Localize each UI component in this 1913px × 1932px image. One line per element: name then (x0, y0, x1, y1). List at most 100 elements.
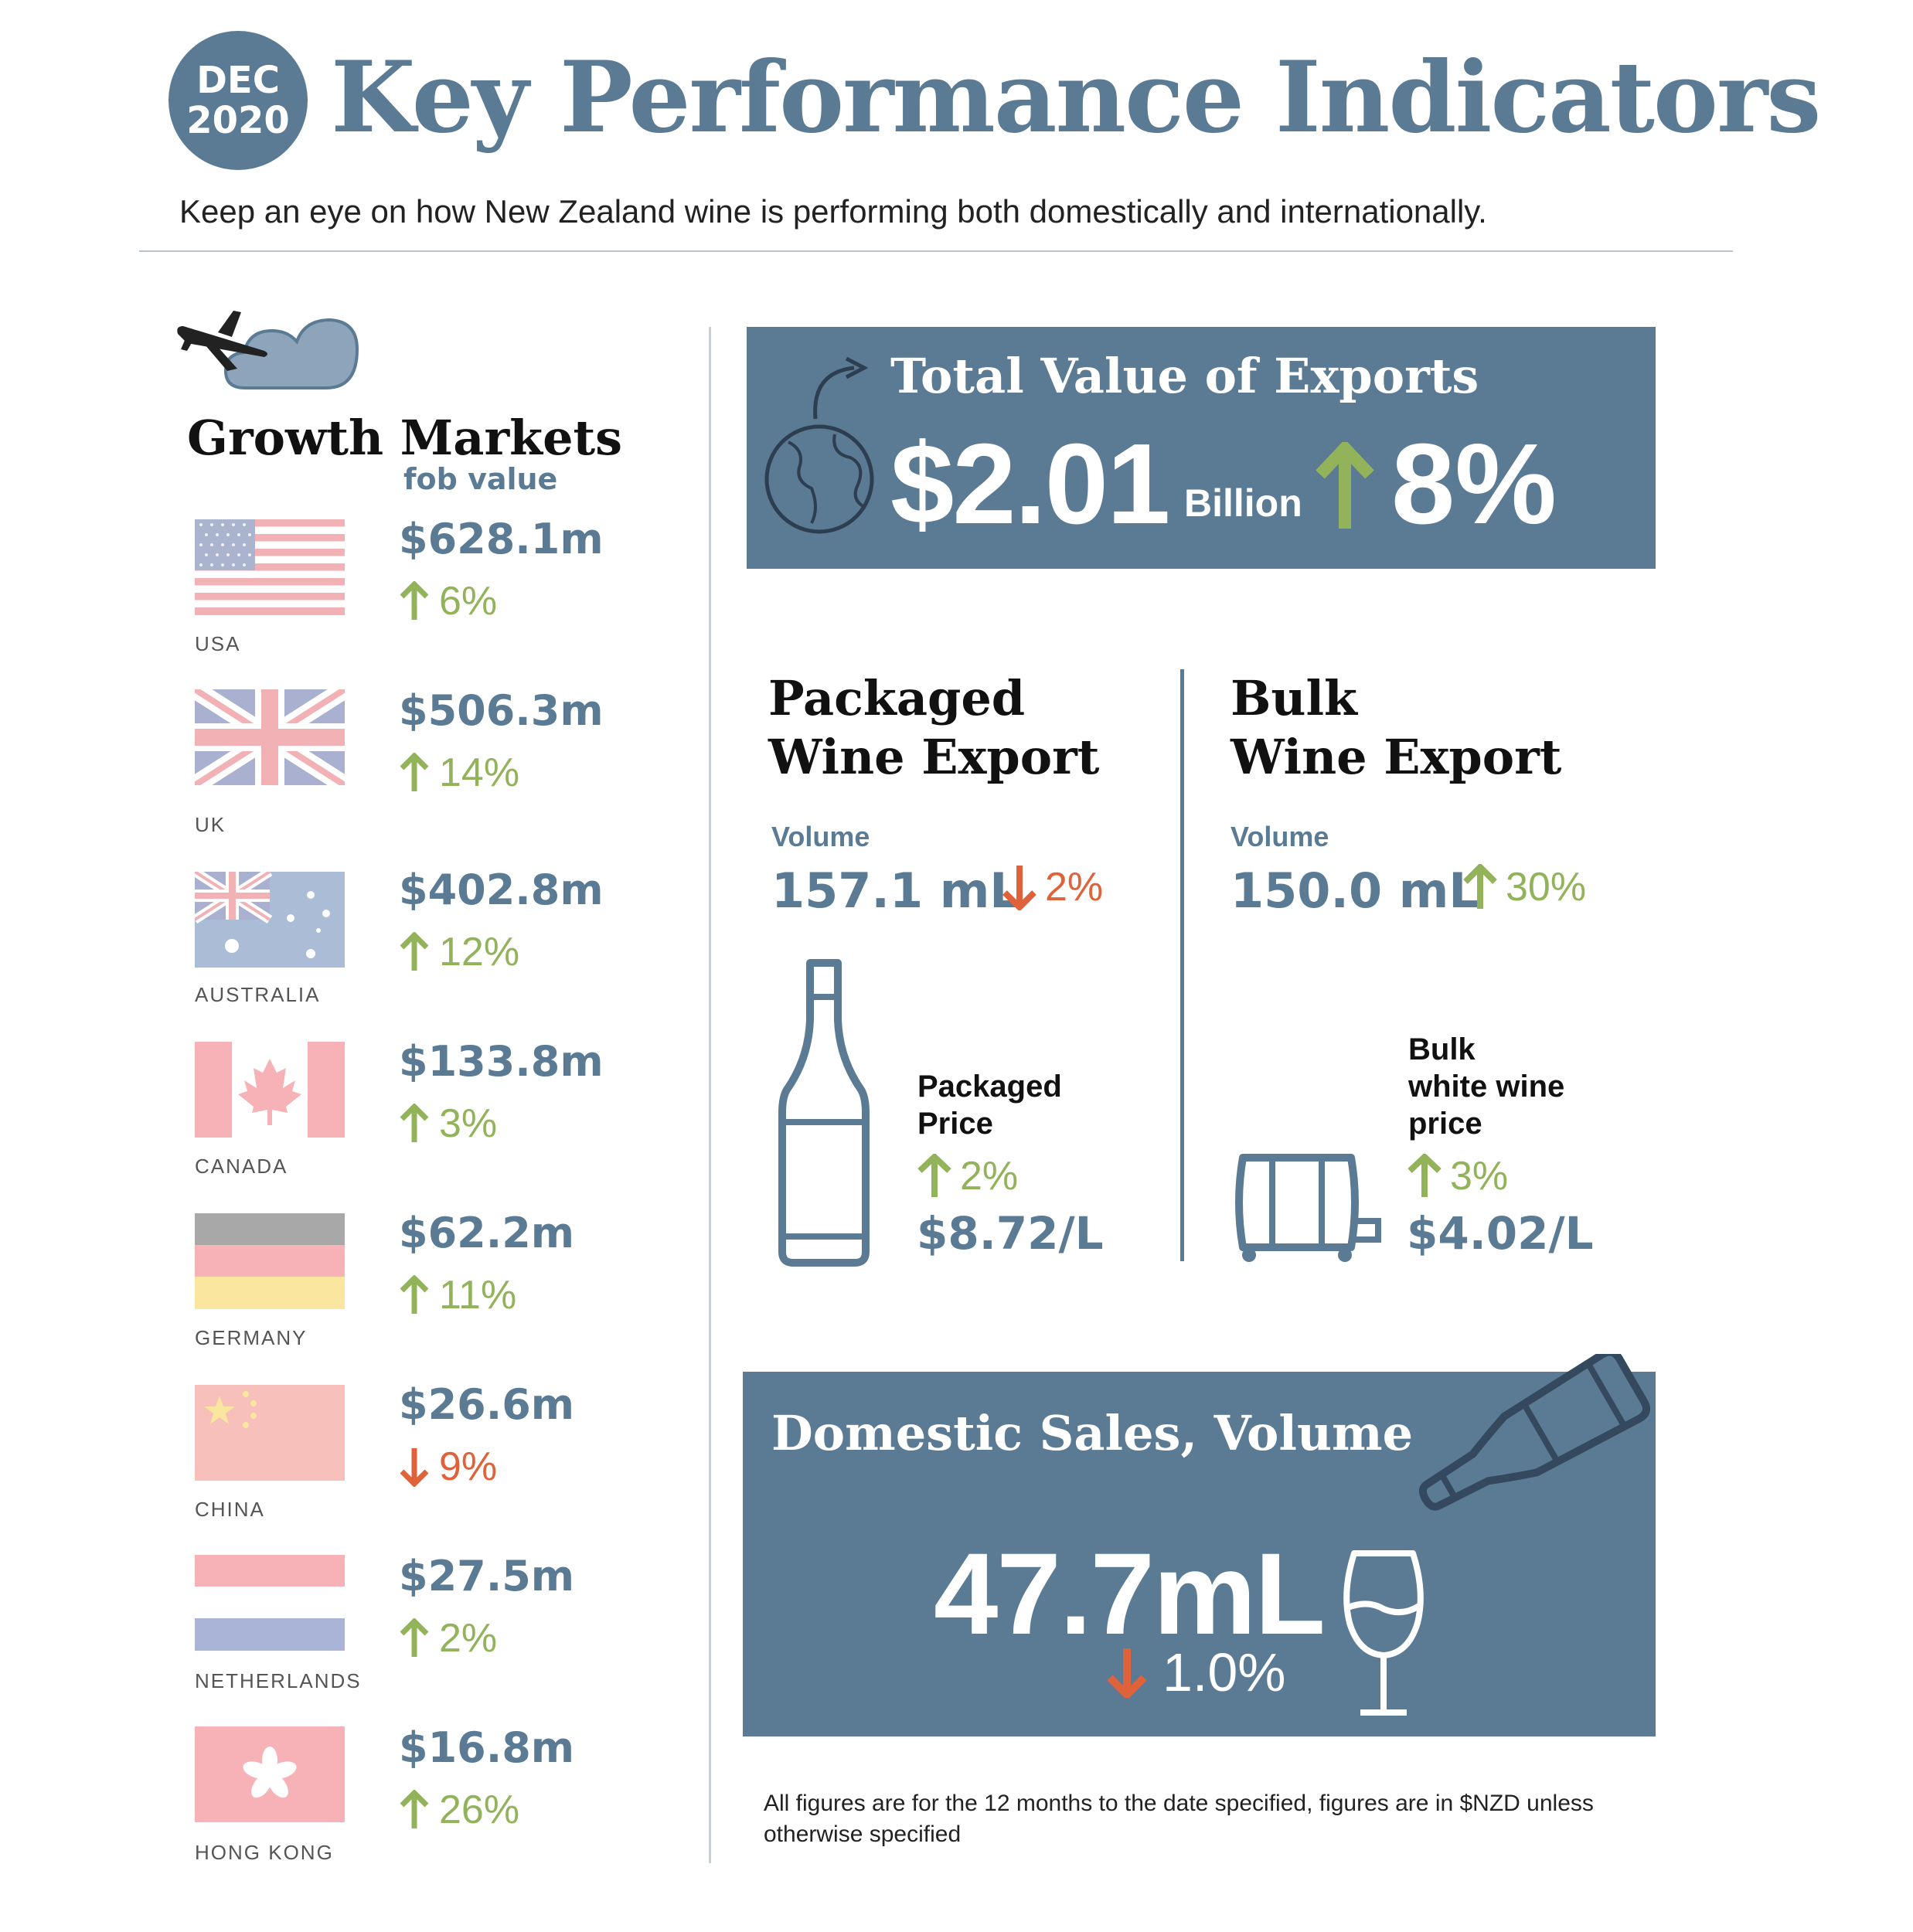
packaged-title-line2: Wine Export (768, 729, 1100, 785)
uk-flag-icon (195, 689, 345, 785)
packaged-volume: 157.1 mL (771, 862, 1020, 919)
badge-month: DEC (196, 59, 280, 102)
page-subtitle: Keep an eye on how New Zealand wine is p… (179, 193, 1487, 230)
exports-change: 8% (1391, 420, 1557, 548)
germany-flag-icon (195, 1213, 345, 1309)
bulk-title-line2: Wine Export (1231, 729, 1562, 785)
arrow-down-icon (1107, 1648, 1147, 1698)
market-change-netherlands: 2% (399, 1615, 497, 1662)
bulk-price-label-line1: Bulk (1408, 1032, 1476, 1066)
packaged-volume-label: Volume (771, 821, 870, 852)
arrow-up-icon (1463, 864, 1497, 909)
packaged-volume-change-value: 2% (1045, 865, 1104, 910)
bulk-price: $4.02/L (1407, 1207, 1594, 1260)
market-change-value: 26% (439, 1787, 520, 1832)
column-divider (709, 327, 711, 1863)
date-badge: DEC 2020 (168, 31, 308, 170)
arrow-up-icon (1408, 1154, 1442, 1197)
arrow-up-icon (1316, 442, 1374, 529)
growth-markets-subtitle: fob value (403, 462, 558, 496)
badge-year: 2020 (186, 99, 290, 142)
arrow-down-icon (1002, 866, 1036, 910)
country-name-china: CHINA (195, 1498, 265, 1521)
packaged-price-change-value: 2% (960, 1154, 1019, 1199)
country-name-usa: USA (195, 632, 241, 655)
exports-panel (747, 327, 1656, 569)
country-name-canada: CANADA (195, 1155, 288, 1178)
country-name-germany: GERMANY (195, 1326, 308, 1349)
packaged-bulk-divider (1180, 669, 1184, 1261)
china-flag-icon (195, 1385, 345, 1481)
exports-unit: Billion (1184, 481, 1302, 525)
bulk-volume-change-value: 30% (1506, 865, 1587, 910)
canada-flag-icon (195, 1042, 345, 1138)
packaged-price-label-line2: Price (917, 1107, 993, 1141)
country-name-netherlands: NETHERLANDS (195, 1669, 362, 1692)
country-name-uk: UK (195, 813, 226, 836)
exports-value: $2.01 (890, 420, 1170, 548)
bulk-price-label-line2: white wine (1408, 1070, 1565, 1104)
market-value-netherlands: $27.5m (399, 1552, 575, 1600)
plane-cloud-icon (177, 311, 359, 389)
hong-kong-flag-icon (195, 1726, 345, 1822)
market-change-value: 3% (439, 1101, 498, 1146)
australia-flag-icon (195, 872, 345, 968)
country-name-hong-kong: HONG KONG (195, 1841, 334, 1864)
market-value-china: $26.6m (399, 1380, 575, 1429)
bulk-price-change-value: 3% (1450, 1154, 1509, 1199)
globe-icon (764, 357, 874, 534)
market-change-usa: 6% (399, 578, 497, 624)
bulk-volume: 150.0 mL (1231, 862, 1479, 919)
bulk-price-label-line3: price (1408, 1107, 1482, 1141)
arrow-up-icon (400, 1104, 429, 1142)
arrow-up-icon (400, 1790, 429, 1828)
market-value-germany: $62.2m (399, 1209, 575, 1257)
arrow-up-icon (400, 753, 429, 791)
arrow-up-icon (400, 581, 429, 620)
packaged-price-label-line1: Packaged (917, 1070, 1062, 1104)
packaged-price-change: 2% (917, 1153, 1018, 1199)
market-change-value: 11% (439, 1273, 517, 1318)
arrow-up-icon (400, 932, 429, 971)
market-change-value: 6% (439, 579, 498, 624)
packaged-title-line1: Packaged (768, 670, 1026, 726)
domestic-title: Domestic Sales, Volume (771, 1405, 1414, 1461)
header-divider (139, 250, 1733, 252)
market-change-uk: 14% (399, 750, 519, 796)
market-change-value: 9% (439, 1444, 498, 1489)
market-change-hong-kong: 26% (399, 1787, 519, 1833)
market-value-uk: $506.3m (399, 686, 604, 735)
wine-bottle-icon (778, 959, 870, 1267)
bulk-volume-label: Volume (1231, 821, 1329, 852)
footnote: All figures are for the 12 months to the… (764, 1791, 1594, 1847)
arrow-up-icon (917, 1154, 951, 1197)
bulk-title: Bulk Wine Export (1231, 669, 1561, 787)
usa-flag-icon (195, 519, 345, 615)
market-value-australia: $402.8m (399, 866, 604, 914)
page-title: Key Performance Indicators (331, 40, 1821, 155)
bulk-title-line1: Bulk (1231, 670, 1357, 726)
market-change-germany: 11% (399, 1272, 516, 1318)
market-value-canada: $133.8m (399, 1037, 604, 1086)
arrow-up-icon (400, 1275, 429, 1314)
market-change-value: 2% (439, 1616, 498, 1661)
domestic-change-value: 1.0% (1162, 1642, 1286, 1702)
arrow-up-icon (400, 1618, 429, 1657)
growth-markets-title: Growth Markets (187, 410, 623, 466)
barrel-icon (1235, 1154, 1381, 1262)
domestic-value: 47.7mL (934, 1529, 1326, 1658)
arrow-down-icon (400, 1448, 429, 1487)
packaged-title: Packaged Wine Export (768, 669, 1099, 787)
market-change-value: 14% (439, 750, 520, 795)
country-name-australia: AUSTRALIA (195, 983, 321, 1006)
market-value-hong-kong: $16.8m (399, 1723, 575, 1772)
domestic-change: 1.0% (1105, 1641, 1286, 1703)
wine-glass-icon (1343, 1550, 1424, 1716)
market-value-usa: $628.1m (399, 515, 604, 563)
packaged-volume-change: 2% (1002, 864, 1103, 910)
bulk-price-label: Bulk white wine price (1408, 1031, 1564, 1142)
bulk-price-change: 3% (1407, 1153, 1508, 1199)
packaged-price-label: Packaged Price (917, 1068, 1062, 1142)
pouring-bottle-icon (1418, 1354, 1651, 1511)
market-change-china: 9% (399, 1444, 497, 1490)
